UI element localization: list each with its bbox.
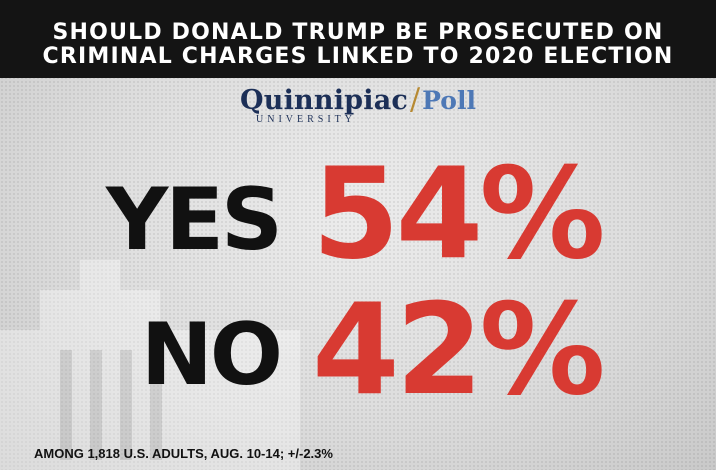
sample-footnote: AMONG 1,818 U.S. ADULTS, AUG. 10-14; +/-… — [34, 446, 333, 461]
logo-subtitle: UNIVERSITY — [256, 114, 356, 125]
logo-separator: / — [410, 82, 421, 117]
yes-percent: 54% — [312, 140, 606, 287]
yes-label: YES — [106, 170, 283, 270]
logo-product: Poll — [422, 86, 476, 115]
no-label: NO — [140, 305, 283, 405]
headline-bar: SHOULD DONALD TRUMP BE PROSECUTED ON CRI… — [0, 0, 716, 78]
logo-wordmark: Quinnipiac/Poll — [240, 82, 476, 117]
no-percent: 42% — [312, 276, 606, 423]
headline-line-2: CRIMINAL CHARGES LINKED TO 2020 ELECTION — [42, 44, 674, 69]
logo-name: Quinnipiac — [240, 85, 409, 116]
headline-line-1: SHOULD DONALD TRUMP BE PROSECUTED ON — [52, 20, 664, 45]
quinnipiac-poll-logo: Quinnipiac/Poll — [0, 82, 716, 117]
